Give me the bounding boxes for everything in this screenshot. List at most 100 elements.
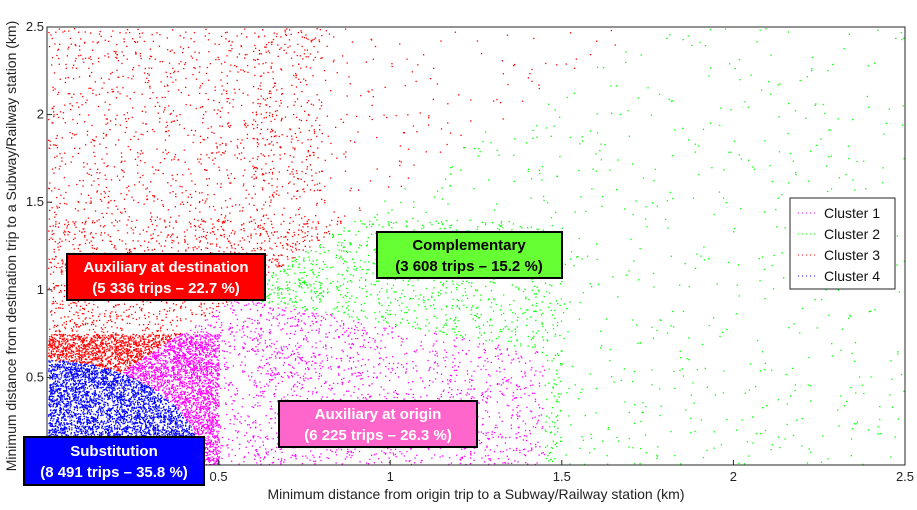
data-point (179, 124, 181, 126)
data-point (192, 247, 194, 249)
data-point (792, 367, 794, 369)
data-point (154, 338, 156, 340)
data-point (185, 359, 187, 362)
data-point (73, 248, 75, 250)
data-point (787, 102, 790, 105)
data-point (106, 153, 108, 155)
data-point (302, 375, 305, 377)
data-point (167, 182, 169, 184)
data-point (277, 278, 279, 280)
data-point (148, 241, 150, 243)
data-point (311, 239, 313, 241)
data-point (254, 74, 256, 77)
data-point (117, 410, 119, 412)
data-point (216, 146, 218, 148)
data-point (116, 114, 118, 116)
data-point (903, 158, 905, 160)
data-point (191, 388, 193, 390)
data-point (157, 112, 159, 114)
data-point (704, 45, 707, 47)
data-point (285, 307, 287, 309)
data-point (669, 191, 671, 193)
data-point (628, 270, 630, 272)
data-point (52, 89, 54, 91)
data-point (260, 373, 262, 375)
data-point (303, 188, 305, 190)
data-point (53, 382, 55, 384)
data-point (102, 427, 104, 430)
data-point (311, 312, 313, 314)
data-point (266, 97, 268, 100)
data-point (66, 335, 69, 337)
data-point (377, 298, 380, 300)
data-point (358, 450, 361, 453)
data-point (51, 348, 54, 350)
data-point (194, 417, 196, 419)
data-point (295, 458, 297, 460)
data-point (192, 423, 194, 426)
data-point (71, 336, 73, 338)
data-point (687, 35, 689, 37)
data-point (77, 380, 79, 382)
data-point (178, 215, 180, 217)
data-point (155, 355, 157, 358)
data-point (117, 392, 119, 394)
data-point (188, 221, 191, 223)
data-point (96, 190, 99, 192)
data-point (75, 375, 77, 378)
data-point (527, 227, 529, 229)
data-point (366, 332, 368, 334)
data-point (262, 441, 264, 443)
data-point (311, 179, 313, 182)
data-point (57, 432, 60, 434)
data-point (183, 353, 185, 355)
data-point (179, 370, 181, 373)
data-point (353, 320, 355, 322)
data-point (254, 32, 256, 34)
data-point (171, 385, 173, 388)
data-point (554, 354, 556, 356)
data-point (360, 303, 362, 306)
data-point (584, 414, 586, 417)
data-point (107, 348, 109, 350)
data-point (221, 329, 223, 332)
data-point (70, 405, 72, 407)
data-point (542, 426, 544, 428)
data-point (204, 346, 206, 348)
data-point (283, 236, 285, 238)
data-point (115, 338, 117, 341)
data-point (141, 395, 144, 398)
data-point (259, 233, 262, 236)
data-point (163, 417, 165, 419)
data-point (213, 423, 215, 426)
data-point (62, 353, 64, 355)
data-point (207, 242, 209, 244)
data-point (260, 75, 263, 77)
data-point (531, 68, 533, 71)
data-point (167, 361, 169, 363)
data-point (333, 337, 335, 339)
data-point (195, 190, 197, 193)
data-point (184, 397, 187, 399)
data-point (360, 220, 362, 222)
data-point (469, 381, 471, 383)
data-point (310, 41, 313, 43)
data-point (228, 240, 230, 242)
data-point (459, 458, 461, 461)
data-point (163, 373, 165, 376)
data-point (152, 343, 154, 345)
data-point (107, 301, 109, 303)
data-point (229, 212, 231, 214)
data-point (63, 232, 65, 234)
data-point (213, 387, 215, 389)
data-point (113, 402, 115, 404)
data-point (199, 335, 201, 337)
data-point (140, 339, 142, 342)
data-point (176, 374, 178, 376)
data-point (535, 370, 537, 372)
data-point (208, 437, 210, 439)
data-point (94, 349, 96, 351)
data-point (116, 345, 119, 348)
data-point (165, 351, 167, 353)
data-point (104, 426, 106, 428)
